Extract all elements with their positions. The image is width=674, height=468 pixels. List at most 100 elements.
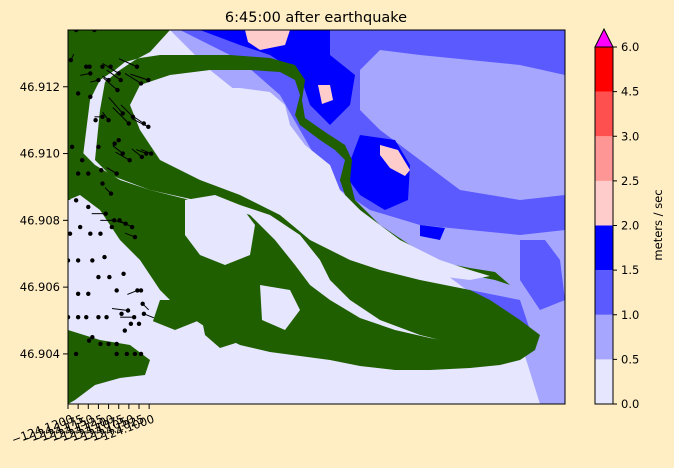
sample-point [75,258,81,263]
sample-point [68,231,73,236]
velocity-arrows [68,53,155,320]
sample-point [100,181,105,186]
colorbar-segment [595,225,613,271]
colorbar-segment [595,314,613,360]
velocity-arrow [132,118,149,128]
sample-point [73,198,79,203]
velocity-arrow-head [135,288,140,293]
colorbar-tick-label: 0.0 [621,397,639,411]
sample-point [114,351,119,357]
colorbar-tick-label: 0.5 [621,352,639,366]
velocity-arrow-head [125,308,131,313]
sample-point [98,231,103,236]
sample-point [128,321,134,327]
sample-point [114,288,119,293]
speed-band-2.0-2.5-b [380,145,410,176]
plot-frame [67,29,566,405]
velocity-arrow-head [106,117,111,123]
velocity-arrow-head [112,218,117,223]
velocity-arrow-head [131,314,137,320]
sample-point [86,204,91,210]
velocity-arrow-head [146,77,151,83]
velocity-arrow [120,104,134,118]
velocity-arrow-head [126,121,132,126]
sample-point [116,137,121,143]
sample-point [86,171,91,176]
velocity-arrow-head [120,111,125,116]
velocity-arrow [130,73,149,81]
speed-band-2.0-2.5-n [245,30,290,50]
velocity-arrow-head [148,151,154,156]
y-tick-label: 46.912 [20,80,60,94]
colorbar-tick-label: 3.0 [621,129,639,143]
sample-point [86,338,92,343]
colorbar-segment [595,91,613,137]
velocity-arrow [115,151,130,161]
sample-point [122,328,128,333]
velocity-arrow [112,107,130,124]
sample-point [106,341,111,347]
colorbar-segment [595,359,613,404]
velocity-arrow [131,115,145,124]
velocity-arrow-head [116,71,121,76]
sample-point [117,218,122,223]
chart-title: 6:45:00 after earthquake [225,10,407,26]
sample-point [132,351,138,357]
sample-point [93,117,98,123]
colorbar-segment [595,136,613,181]
sample-point [112,141,117,146]
sample-point [92,30,97,33]
sample-point [73,30,79,33]
sample-point [96,314,101,320]
sample-point [138,351,144,357]
velocity-arrow [103,77,118,91]
speed-band-2.0-2.5-a [318,85,333,104]
velocity-arrow [124,73,142,84]
colorbar-tick-label: 1.5 [621,263,639,277]
sample-point [104,314,109,320]
sample-point [84,64,89,69]
sample-point [75,91,81,96]
velocity-arrow-head [140,301,145,307]
velocity-arrow-head [88,71,93,76]
velocity-arrow-head [146,124,151,130]
sample-point [138,288,144,293]
sample-point [107,274,112,280]
y-tick-label: 46.908 [20,213,60,227]
velocity-arrow-head [96,77,101,83]
sample-point [88,94,93,99]
velocity-arrow [111,308,129,311]
colorbar-tick-label: 1.0 [621,308,639,322]
sample-point [69,144,75,150]
sample-point [100,64,105,69]
colorbar-tick-label: 2.5 [621,174,639,188]
velocity-arrow-head [118,77,123,83]
y-axis: 46.904 46.906 46.908 46.910 46.912 [20,80,68,361]
velocity-arrow-head [103,211,108,216]
sample-point [114,341,119,347]
colorbar-tick-label: 4.5 [621,85,639,99]
velocity-arrow-head [138,81,144,86]
plot-area [68,30,565,404]
sample-point [90,258,95,263]
velocity-arrow-head [68,57,74,63]
colorbar-tick-label: 6.0 [621,40,639,54]
sample-point [108,64,113,69]
colorbar-segment [595,180,613,226]
velocity-arrow-head [127,158,132,163]
velocity-arrow-head [114,171,119,176]
sample-point [73,351,79,357]
velocity-arrow [118,58,138,68]
colorbar: 0.0 0.5 1.0 1.5 2.0 2.5 3.0 4.5 6.0 [594,27,639,411]
velocity-arrow [108,97,124,114]
sample-point [86,291,91,297]
sample-point [96,274,101,280]
sample-point [102,254,107,260]
sample-point [68,258,71,263]
sample-point [75,291,81,297]
velocity-arrow [119,220,133,228]
velocity-arrow-head [120,151,125,156]
velocity-arrow-head [100,114,105,120]
